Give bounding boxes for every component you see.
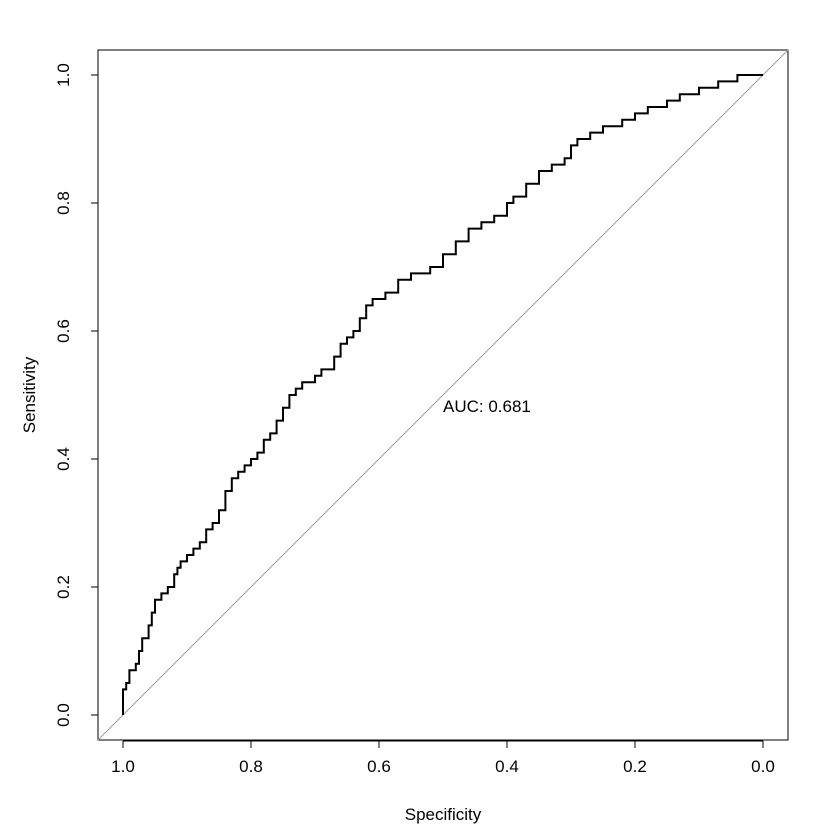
x-tick-label: 0.8 [239, 757, 263, 776]
y-axis: 0.0 0.2 0.4 0.6 0.8 1.0 [54, 63, 99, 727]
roc-curve-layer [122, 74, 763, 715]
roc-curve-line-0 [122, 74, 763, 715]
auc-annotation: AUC: 0.681 [443, 397, 531, 416]
y-tick-label: 0.0 [54, 703, 73, 727]
x-tick-label: 1.0 [111, 757, 135, 776]
y-tick-label: 0.4 [54, 447, 73, 471]
y-tick-label: 0.6 [54, 319, 73, 343]
x-tick-label: 0.4 [495, 757, 519, 776]
x-axis-title: Specificity [405, 805, 482, 824]
reference-diagonal-line [97, 49, 789, 741]
x-axis: 1.0 0.8 0.6 0.4 0.2 0.0 [111, 740, 775, 776]
y-tick-label: 0.8 [54, 191, 73, 215]
x-tick-label: 0.0 [751, 757, 775, 776]
y-axis-title: Sensitivity [20, 356, 39, 433]
y-tick-label: 1.0 [54, 63, 73, 87]
y-tick-label: 0.2 [54, 575, 73, 599]
x-tick-label: 0.6 [367, 757, 391, 776]
x-tick-label: 0.2 [623, 757, 647, 776]
reference-diagonal-layer [97, 49, 789, 741]
